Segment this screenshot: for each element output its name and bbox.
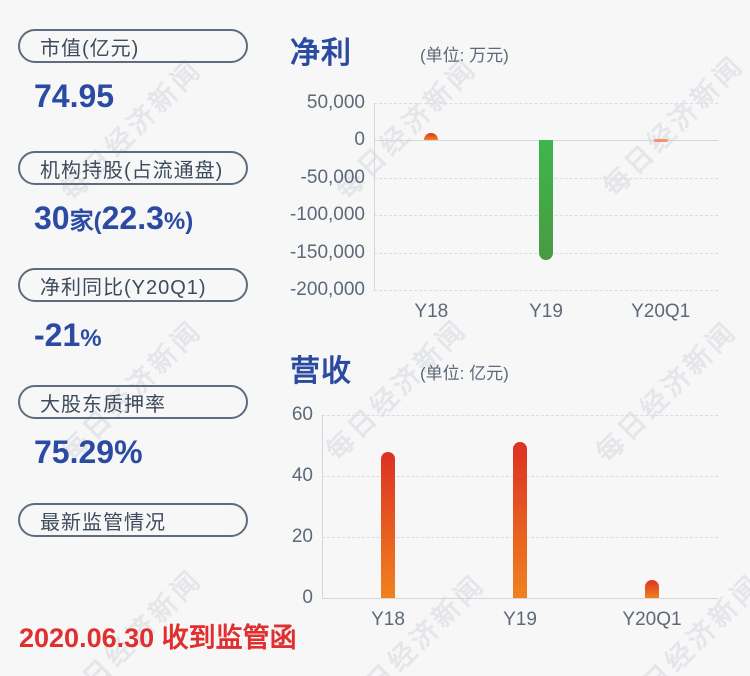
gridline [374, 103, 718, 104]
y-tick-label: -100,000 [289, 204, 365, 226]
unit-label: (单位: 万元) [420, 46, 509, 65]
bar-y20q1 [653, 138, 668, 142]
gridline [322, 415, 718, 416]
gridline [374, 290, 718, 291]
stat-value-part: 22.3 [101, 200, 164, 236]
gridline [322, 598, 718, 599]
stat-block: 净利同比(Y20Q1) -21% [18, 268, 248, 354]
revenue-chart: 营收 (单位: 亿元) 60 40 20 0 Y18 Y19 Y20Q1 [288, 346, 724, 651]
stat-value-part: 30 [34, 200, 70, 236]
axis-line [374, 103, 375, 290]
stat-value: 75.29% [18, 434, 248, 471]
stat-block: 机构持股(占流通盘) 30 家(22.3%) [18, 151, 248, 237]
y-tick-label: 20 [291, 526, 313, 547]
net-profit-chart: 净利 (单位: 万元) 50,000 0 -50,000 -100,000 -150,000… [288, 28, 724, 333]
stat-value: -21% [18, 317, 248, 354]
y-tick-label: 0 [354, 129, 365, 151]
axis-line [322, 415, 323, 598]
stat-label: 大股东质押率 [40, 393, 166, 416]
stats-column: 市值(亿元) 74.95 机构持股(占流通盘) 30 家(22.3%) 净利同比(Y20Q… [18, 0, 248, 676]
x-tick-label: Y18 [414, 301, 449, 322]
x-tick-label: Y19 [529, 301, 563, 322]
stat-value-part: 74.95 [34, 78, 115, 114]
x-tick-label: Y19 [503, 609, 537, 630]
unit-label: (单位: 亿元) [420, 364, 509, 383]
stat-label: 机构持股(占流通盘) [40, 159, 224, 182]
y-tick-label: -150,000 [289, 241, 365, 263]
stat-label: 最新监管情况 [40, 511, 166, 534]
stat-pill: 大股东质押率 [18, 385, 248, 419]
y-tick-label: 40 [291, 465, 313, 486]
stat-block: 大股东质押率 75.29% [18, 385, 248, 471]
stat-value-part: 75.29% [34, 434, 143, 470]
stat-value-part: % [80, 325, 102, 352]
y-tick-label: -50,000 [300, 166, 365, 188]
y-tick-label: 60 [291, 404, 313, 425]
bar-y19 [513, 442, 527, 598]
bar-y20q1 [645, 579, 659, 598]
chart-title: 净利 [290, 37, 352, 70]
stat-value-part: 家( [69, 208, 102, 235]
bar-y18 [381, 451, 395, 598]
x-tick-label: Y20Q1 [622, 609, 682, 630]
bar-y18 [424, 132, 439, 141]
stat-label: 市值(亿元) [40, 37, 140, 60]
stat-label: 净利同比(Y20Q1) [40, 276, 207, 299]
stat-block: 最新监管情况 [18, 503, 248, 537]
x-tick-label: Y20Q1 [631, 301, 691, 322]
x-tick-label: Y18 [371, 609, 405, 630]
stat-pill: 市值(亿元) [18, 29, 248, 63]
regulatory-alert-text: 2020.06.30 收到监管函 [19, 623, 297, 653]
y-tick-label: -200,000 [289, 279, 365, 300]
stat-block: 市值(亿元) 74.95 [18, 29, 248, 115]
stat-pill: 净利同比(Y20Q1) [18, 268, 248, 302]
stat-value: 74.95 [18, 78, 248, 115]
stat-pill: 机构持股(占流通盘) [18, 151, 248, 185]
stat-value-part: %) [163, 208, 194, 235]
stat-value-part: -21 [34, 317, 81, 353]
chart-title: 营收 [290, 355, 352, 388]
stat-pill: 最新监管情况 [18, 503, 248, 537]
y-tick-label: 0 [302, 587, 313, 608]
bar-y19 [539, 140, 553, 261]
y-tick-label: 50,000 [306, 92, 365, 113]
stat-value: 30 家(22.3%) [18, 200, 248, 237]
